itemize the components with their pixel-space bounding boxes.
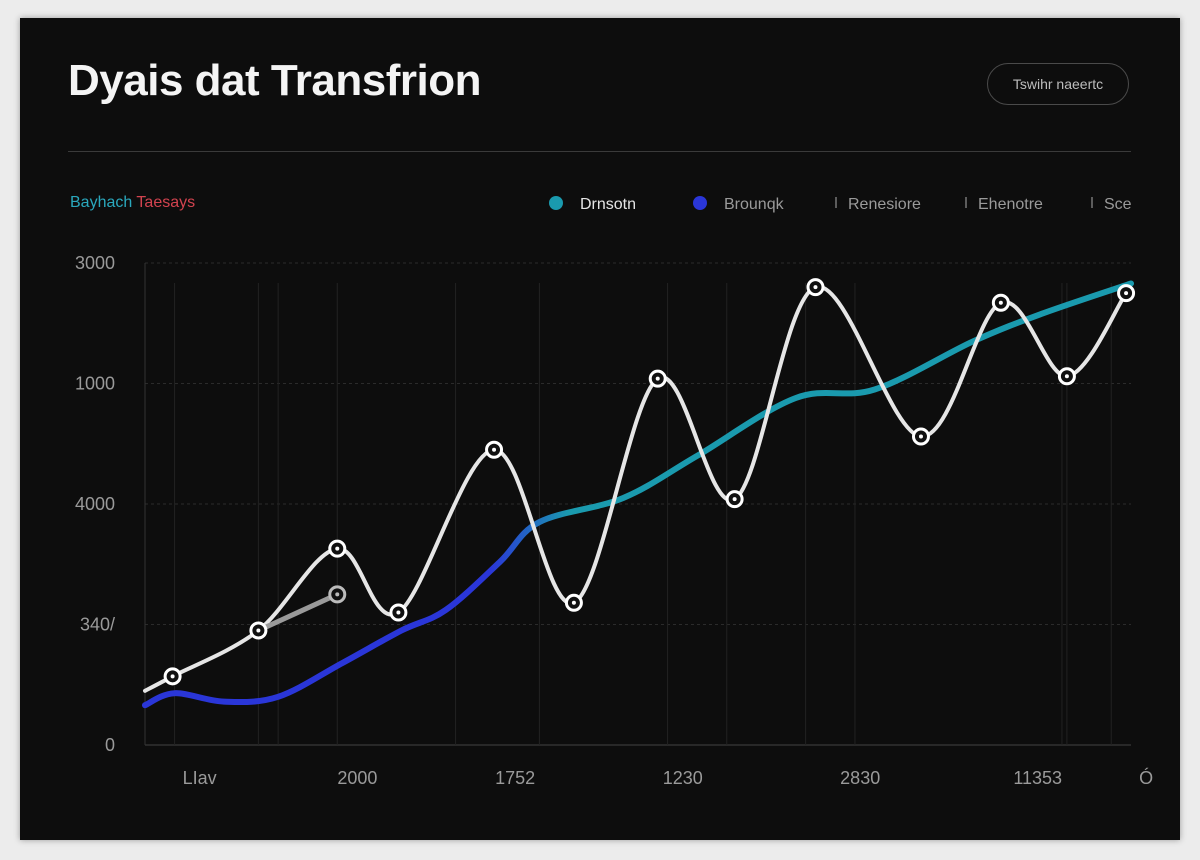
legend-item: Ehenotre xyxy=(965,196,1043,213)
legend-item: Brounqk xyxy=(693,196,785,213)
y-tick-label: 4000 xyxy=(75,494,115,514)
subtitle-part-a: Bayhach xyxy=(70,194,133,211)
gridlines xyxy=(145,262,1131,746)
axes: 0 340/4000 1000 3000 LIav 2000 1752 1230 2830 113… xyxy=(75,253,1153,788)
legend-label: Ehenotre xyxy=(978,196,1043,213)
data-point-core xyxy=(1124,291,1129,296)
data-point-core xyxy=(396,610,401,615)
legend-label: Brounqk xyxy=(724,196,785,213)
legend-label: Drnsotn xyxy=(580,196,636,213)
chart-subtitle: Bayhach Taesays xyxy=(70,194,195,212)
x-tick-label: LIav xyxy=(183,768,217,788)
x-tick-label: 2000 xyxy=(337,768,377,788)
data-point-core xyxy=(732,497,737,502)
x-tick-label: 11353 xyxy=(1013,768,1062,788)
legend-item: Renesiore xyxy=(835,196,921,213)
legend-label: Sce xyxy=(1104,196,1132,213)
data-point-core xyxy=(335,592,340,597)
x-tick-label: Ó xyxy=(1139,767,1153,788)
data-point-core xyxy=(335,546,340,551)
header-divider xyxy=(68,151,1131,152)
data-point-core xyxy=(655,376,660,381)
x-tick-label: 2830 xyxy=(840,768,880,788)
legend-dot-icon xyxy=(549,196,563,210)
series-line xyxy=(143,285,1129,693)
data-point-core xyxy=(256,628,261,633)
data-point-core xyxy=(170,674,175,679)
y-tick-label: 340/ xyxy=(80,615,115,635)
series-line xyxy=(142,280,1134,709)
subtitle-part-b: Taesays xyxy=(136,194,196,211)
legend: Drnsotn Brounqk Renesiore Ehenotre Sce xyxy=(549,196,1132,213)
data-point-core xyxy=(813,285,818,290)
legend-item: Drnsotn xyxy=(549,196,636,213)
page-title: Dyais dat Transfrion xyxy=(68,56,482,105)
x-tick-label: 1752 xyxy=(495,768,535,788)
legend-item: Sce xyxy=(1091,196,1132,213)
y-tick-label: 0 xyxy=(105,735,115,755)
y-tick-label: 1000 xyxy=(75,374,115,394)
data-point-core xyxy=(998,300,1003,305)
legend-label: Renesiore xyxy=(848,196,921,213)
header-action-button[interactable]: Tswihr naeertc xyxy=(987,63,1129,105)
data-point-core xyxy=(1064,374,1069,379)
data-markers xyxy=(163,278,1136,686)
x-tick-label: 1230 xyxy=(663,768,703,788)
y-tick-label: 3000 xyxy=(75,253,115,273)
data-point-core xyxy=(492,447,497,452)
series xyxy=(142,280,1134,709)
data-point-core xyxy=(918,434,923,439)
series-line xyxy=(255,591,340,633)
data-point-core xyxy=(571,600,576,605)
legend-dot-icon xyxy=(693,196,707,210)
